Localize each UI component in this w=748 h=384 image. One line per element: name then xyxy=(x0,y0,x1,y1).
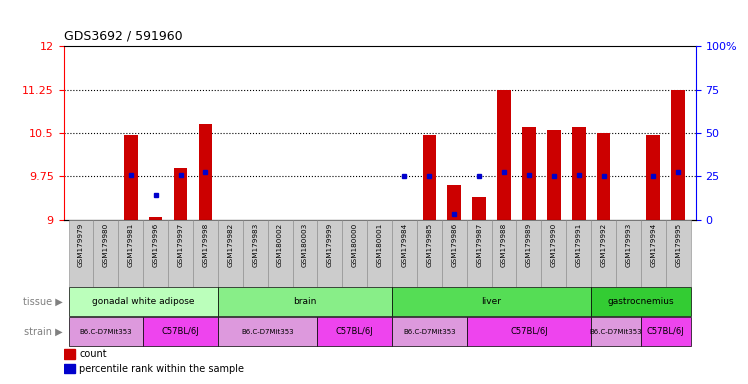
Text: GSM179981: GSM179981 xyxy=(128,223,134,267)
Bar xyxy=(317,317,392,346)
Text: GSM180002: GSM180002 xyxy=(277,223,283,267)
Text: gastrocnemius: gastrocnemius xyxy=(607,297,674,306)
Bar xyxy=(491,220,516,286)
Text: GSM179999: GSM179999 xyxy=(327,223,333,267)
Bar xyxy=(392,287,591,316)
Bar xyxy=(646,135,660,220)
Text: GSM180001: GSM180001 xyxy=(376,223,383,267)
Text: GSM179979: GSM179979 xyxy=(78,223,84,267)
Bar xyxy=(467,220,491,286)
Bar xyxy=(591,317,641,346)
Bar xyxy=(343,220,367,286)
Text: GSM179983: GSM179983 xyxy=(252,223,258,267)
Bar xyxy=(447,185,461,220)
Bar xyxy=(69,287,218,316)
Bar xyxy=(292,220,317,286)
Text: B6.C-D7Mit353: B6.C-D7Mit353 xyxy=(589,329,643,335)
Text: B6.C-D7Mit353: B6.C-D7Mit353 xyxy=(403,329,456,335)
Bar xyxy=(218,317,317,346)
Bar xyxy=(94,220,118,286)
Bar xyxy=(442,220,467,286)
Bar xyxy=(268,220,292,286)
Bar xyxy=(198,124,212,220)
Text: B6.C-D7Mit353: B6.C-D7Mit353 xyxy=(242,329,294,335)
Text: GSM179980: GSM179980 xyxy=(103,223,109,267)
Text: GSM179993: GSM179993 xyxy=(625,223,631,267)
Bar xyxy=(243,220,268,286)
Bar xyxy=(69,220,94,286)
Text: GSM179997: GSM179997 xyxy=(177,223,183,267)
Text: liver: liver xyxy=(482,297,502,306)
Text: GSM179989: GSM179989 xyxy=(526,223,532,267)
Text: GSM179996: GSM179996 xyxy=(153,223,159,267)
Bar xyxy=(392,220,417,286)
Bar xyxy=(218,220,243,286)
Text: GSM179988: GSM179988 xyxy=(501,223,507,267)
Bar xyxy=(118,220,143,286)
Bar xyxy=(174,168,188,220)
Bar xyxy=(522,127,536,220)
Text: GSM179984: GSM179984 xyxy=(402,223,408,267)
Text: GSM179987: GSM179987 xyxy=(476,223,482,267)
Bar xyxy=(417,220,442,286)
Bar xyxy=(143,317,218,346)
Bar xyxy=(616,220,641,286)
Text: gonadal white adipose: gonadal white adipose xyxy=(92,297,194,306)
Bar xyxy=(143,220,168,286)
Bar xyxy=(641,220,666,286)
Text: brain: brain xyxy=(293,297,316,306)
Text: tissue ▶: tissue ▶ xyxy=(23,297,63,307)
Text: GSM179986: GSM179986 xyxy=(451,223,457,267)
Bar xyxy=(666,220,690,286)
Bar xyxy=(516,220,542,286)
Bar xyxy=(367,220,392,286)
Bar xyxy=(124,135,138,220)
Bar xyxy=(467,317,591,346)
Text: GSM180003: GSM180003 xyxy=(302,223,308,267)
Bar xyxy=(542,220,566,286)
Text: GSM179992: GSM179992 xyxy=(601,223,607,267)
Text: GSM179982: GSM179982 xyxy=(227,223,233,267)
Bar xyxy=(672,89,685,220)
Text: C57BL/6J: C57BL/6J xyxy=(510,327,548,336)
Text: strain ▶: strain ▶ xyxy=(24,327,63,337)
Text: GSM179994: GSM179994 xyxy=(650,223,656,267)
Bar xyxy=(64,364,75,374)
Text: GSM179995: GSM179995 xyxy=(675,223,681,267)
Text: percentile rank within the sample: percentile rank within the sample xyxy=(79,364,245,374)
Bar xyxy=(423,135,436,220)
Bar xyxy=(597,133,610,220)
Text: GSM179991: GSM179991 xyxy=(576,223,582,267)
Bar xyxy=(472,197,486,220)
Text: C57BL/6J: C57BL/6J xyxy=(162,327,200,336)
Text: C57BL/6J: C57BL/6J xyxy=(336,327,373,336)
Text: GSM180000: GSM180000 xyxy=(352,223,358,267)
Text: count: count xyxy=(79,349,107,359)
Bar xyxy=(591,287,690,316)
Text: B6.C-D7Mit353: B6.C-D7Mit353 xyxy=(79,329,132,335)
Text: C57BL/6J: C57BL/6J xyxy=(647,327,684,336)
Bar xyxy=(317,220,343,286)
Bar xyxy=(168,220,193,286)
Bar xyxy=(392,317,467,346)
Bar xyxy=(497,89,511,220)
Bar xyxy=(193,220,218,286)
Bar xyxy=(218,287,392,316)
Bar xyxy=(571,127,586,220)
Text: GSM179985: GSM179985 xyxy=(426,223,432,267)
Bar xyxy=(566,220,591,286)
Bar xyxy=(591,220,616,286)
Bar xyxy=(641,317,690,346)
Bar xyxy=(69,317,143,346)
Text: GSM179998: GSM179998 xyxy=(203,223,209,267)
Bar xyxy=(64,349,75,359)
Bar xyxy=(547,130,561,220)
Bar xyxy=(149,217,162,220)
Text: GSM179990: GSM179990 xyxy=(551,223,557,267)
Text: GDS3692 / 591960: GDS3692 / 591960 xyxy=(64,29,183,42)
